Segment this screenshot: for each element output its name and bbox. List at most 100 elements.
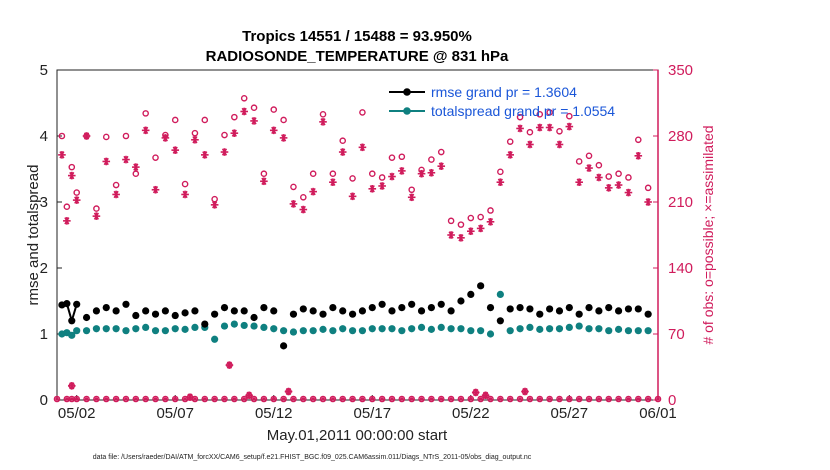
obs-zero-possible-point xyxy=(368,395,376,403)
obs-assimilated-point xyxy=(506,151,515,159)
obs-zero-possible-point xyxy=(221,395,228,403)
rmse-point xyxy=(260,304,268,312)
spread-point xyxy=(614,325,623,333)
rmse-point xyxy=(644,310,652,318)
rmse-point xyxy=(624,305,633,313)
spread-point xyxy=(486,330,495,338)
spread-point xyxy=(546,325,554,333)
obs-zero-assimilated-point xyxy=(340,397,345,401)
rmse-point xyxy=(102,304,110,312)
obs-possible-point xyxy=(506,138,514,145)
obs-zero-possible-point xyxy=(447,395,455,403)
obs-possible-point xyxy=(575,158,583,165)
obs-zero-assimilated-point xyxy=(616,397,621,401)
y-tick-label: 1 xyxy=(40,326,48,343)
obs-zero-assimilated-point xyxy=(202,397,207,401)
obs-possible-point xyxy=(102,133,110,141)
obs-possible-point xyxy=(516,113,524,121)
obs-zero-possible-point xyxy=(457,395,465,403)
spread-point xyxy=(73,327,81,335)
rmse-point xyxy=(467,290,475,298)
obs-possible-point xyxy=(605,173,613,180)
obs-zero-assimilated-point xyxy=(597,397,601,401)
obs-possible-point xyxy=(250,104,258,112)
obs-possible-point xyxy=(634,136,642,144)
rmse-point xyxy=(368,304,376,312)
y-axis-label: rmse and totalspread xyxy=(25,165,42,306)
legend-spread-marker xyxy=(403,107,411,115)
obs-zero-assimilated-point xyxy=(65,397,69,401)
y-tick-label: 0 xyxy=(40,392,48,409)
obs-assimilated-point xyxy=(319,118,327,126)
plot-area-frame xyxy=(56,69,659,401)
obs-zero-possible-point xyxy=(339,395,347,403)
obs-rejected-assimilated-point xyxy=(284,387,293,396)
obs-zero-assimilated-point xyxy=(94,397,99,401)
rmse-point xyxy=(151,310,160,318)
obs-possible-point xyxy=(447,217,455,225)
obs-zero-assimilated-point xyxy=(104,397,109,401)
y-tick-label: 3 xyxy=(40,194,48,211)
spread-point xyxy=(309,327,317,335)
obs-zero-possible-point xyxy=(566,395,573,403)
obs-zero-possible-point xyxy=(142,395,149,403)
rmse-point xyxy=(378,300,386,308)
obs-zero-assimilated-point xyxy=(656,397,660,401)
obs-possible-point xyxy=(142,110,149,117)
spread-point xyxy=(230,320,238,328)
obs-possible-point xyxy=(487,207,494,214)
obs-zero-possible-point xyxy=(526,395,534,403)
obs-possible-point xyxy=(546,109,553,116)
obs-possible-point xyxy=(68,163,76,171)
rmse-point xyxy=(585,304,593,312)
obs-zero-possible-point xyxy=(536,395,544,403)
obs-zero-assimilated-point xyxy=(390,397,394,401)
spread-point xyxy=(142,323,150,331)
obs-possible-point xyxy=(319,111,327,118)
obs-rejected-assimilated-point xyxy=(186,393,194,401)
obs-zero-assimilated-point xyxy=(331,397,335,401)
spread-point xyxy=(585,325,593,333)
obs-possible-point xyxy=(171,116,179,124)
obs-assimilated-point xyxy=(644,198,652,206)
obs-zero-possible-point xyxy=(309,395,317,403)
obs-possible-point xyxy=(201,116,209,124)
obs-zero-possible-point xyxy=(280,395,287,403)
obs-zero-possible-point xyxy=(437,395,445,403)
obs-zero-possible-point xyxy=(349,395,356,403)
obs-possible-point xyxy=(300,193,307,201)
obs-assimilated-point xyxy=(585,164,593,172)
obs-assimilated-point xyxy=(417,169,426,178)
spread-point xyxy=(565,323,573,331)
obs-zero-assimilated-point xyxy=(124,397,128,401)
rmse-point xyxy=(181,309,189,317)
y2-tick-label: 140 xyxy=(668,260,693,277)
obs-possible-point xyxy=(211,195,218,203)
rmse-point xyxy=(408,300,416,308)
rmse-point xyxy=(634,305,642,313)
spread-point xyxy=(575,322,583,330)
spread-point xyxy=(68,331,76,339)
obs-zero-possible-point xyxy=(132,395,140,403)
obs-zero-assimilated-point xyxy=(419,397,424,401)
obs-zero-assimilated-point xyxy=(262,397,266,401)
obs-possible-point xyxy=(132,170,140,178)
obs-possible-point xyxy=(408,186,415,194)
spread-point xyxy=(161,327,169,335)
obs-possible-point xyxy=(467,214,475,222)
spread-point xyxy=(102,325,110,333)
spread-point xyxy=(437,323,445,331)
rmse-point xyxy=(339,307,347,315)
obs-zero-possible-point xyxy=(112,395,120,403)
obs-zero-assimilated-point xyxy=(498,397,503,401)
rmse-point xyxy=(358,307,367,315)
spread-point xyxy=(329,327,337,335)
obs-zero-possible-point xyxy=(388,395,396,403)
rmse-point xyxy=(555,307,564,315)
obs-possible-point xyxy=(398,153,406,161)
obs-possible-point xyxy=(280,116,287,124)
obs-assimilated-point xyxy=(250,117,258,125)
obs-zero-possible-point xyxy=(319,395,327,403)
rmse-point xyxy=(457,297,465,305)
spread-point xyxy=(191,323,199,331)
